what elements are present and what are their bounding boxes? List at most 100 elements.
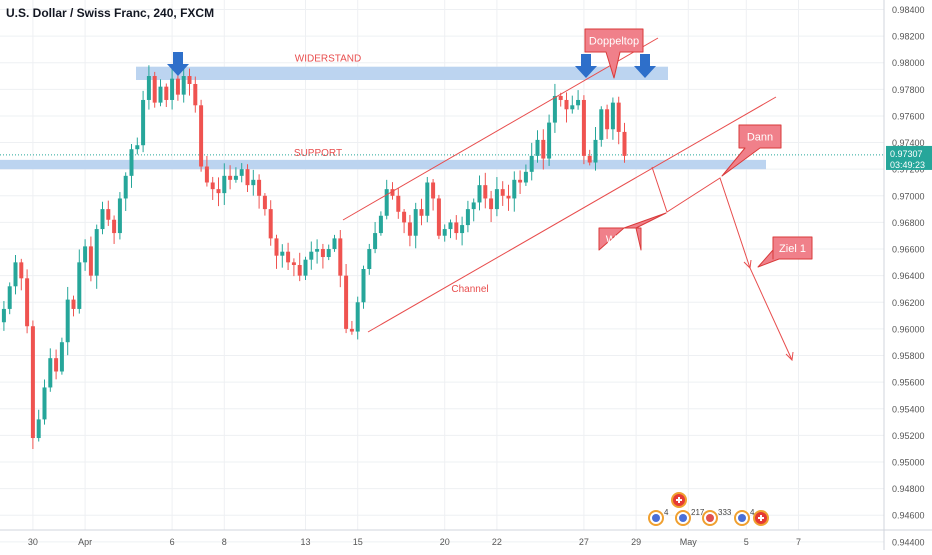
candle <box>7 286 12 309</box>
candle <box>291 262 296 266</box>
candle <box>547 122 552 159</box>
candle <box>48 358 53 388</box>
candle <box>245 169 250 186</box>
down-arrow-icon <box>634 54 656 78</box>
candle <box>13 262 18 287</box>
x-tick-label: 20 <box>440 537 450 547</box>
candle <box>460 225 465 234</box>
callout-dann <box>721 124 782 177</box>
callout-dann-label: Dann <box>747 132 773 144</box>
event-cross-icon <box>758 515 764 521</box>
candle <box>512 179 517 199</box>
candle <box>454 222 459 234</box>
y-tick-label: 0.96000 <box>892 324 925 334</box>
candle <box>576 99 581 106</box>
candle <box>106 209 111 220</box>
event-flag-icon <box>738 514 746 522</box>
event-badge-count: 4 <box>750 508 755 517</box>
callout-ziel <box>757 236 813 268</box>
projection-path <box>651 166 793 361</box>
y-tick-label: 0.94600 <box>892 511 925 521</box>
y-tick-label: 0.96800 <box>892 218 925 228</box>
x-tick-label: 6 <box>170 537 175 547</box>
candle <box>396 195 401 212</box>
resistance-label: WIDERSTAND <box>295 54 361 65</box>
candle <box>268 209 273 239</box>
candle <box>361 269 366 303</box>
candle <box>36 419 41 439</box>
candle <box>489 198 494 210</box>
projection-arrowhead <box>785 351 794 362</box>
x-tick-label: 27 <box>579 537 589 547</box>
candle <box>262 195 267 210</box>
y-tick-label: 0.96200 <box>892 298 925 308</box>
y-tick-label: 0.95200 <box>892 431 925 441</box>
candle <box>477 185 482 203</box>
y-tick-label: 0.94400 <box>892 537 925 547</box>
candle <box>581 99 586 156</box>
candle <box>605 109 610 130</box>
candle <box>564 99 569 110</box>
candle <box>30 326 35 439</box>
channel-upper-line <box>342 37 659 221</box>
candle <box>431 182 436 199</box>
callout-doppeltop <box>584 28 644 79</box>
candle <box>59 342 64 372</box>
candle <box>622 131 627 156</box>
event-cross-icon <box>676 497 682 503</box>
candle <box>257 179 262 196</box>
candle <box>320 249 325 258</box>
candle <box>378 215 383 234</box>
callout-wenn-label: Wenn <box>606 234 635 246</box>
candle <box>274 238 279 256</box>
candle <box>94 229 99 276</box>
support-band <box>0 159 766 170</box>
candle <box>413 209 418 236</box>
candle <box>465 209 470 226</box>
channel-label: Channel <box>451 284 488 295</box>
candle <box>332 238 337 250</box>
candle <box>112 219 117 234</box>
event-flag-icon <box>652 514 660 522</box>
candle <box>500 189 505 196</box>
candle <box>367 249 372 269</box>
candle <box>54 358 59 372</box>
callout-wenn <box>598 212 667 251</box>
candle <box>355 302 360 332</box>
candle <box>233 175 238 180</box>
candle <box>390 189 395 196</box>
candle <box>216 189 221 194</box>
candle <box>239 169 244 176</box>
candle <box>141 99 146 146</box>
candle <box>303 259 308 276</box>
candle <box>100 209 105 230</box>
y-tick-label: 0.95600 <box>892 378 925 388</box>
x-tick-label: 22 <box>492 537 502 547</box>
event-badge-count: 4 <box>664 508 669 517</box>
candle <box>199 105 204 167</box>
candle <box>204 166 209 183</box>
candle <box>297 265 302 276</box>
candle <box>42 387 47 420</box>
candle <box>535 139 540 156</box>
candle <box>309 251 314 260</box>
candle <box>280 251 285 256</box>
chart-title: U.S. Dollar / Swiss Franc, 240, FXCM <box>6 6 215 20</box>
x-tick-label: 7 <box>796 537 801 547</box>
y-tick-label: 0.94800 <box>892 484 925 494</box>
event-flag-icon <box>706 514 714 522</box>
candle <box>88 246 93 276</box>
candle <box>506 195 511 199</box>
down-arrow-icon <box>575 54 597 78</box>
candle <box>181 76 186 95</box>
x-tick-label: 29 <box>631 537 641 547</box>
candle <box>164 86 169 100</box>
y-tick-label: 0.97600 <box>892 111 925 121</box>
candle <box>529 155 534 172</box>
x-tick-label: May <box>680 537 698 547</box>
candle <box>494 189 499 210</box>
candle <box>1 308 6 323</box>
event-flag-icon <box>679 514 687 522</box>
